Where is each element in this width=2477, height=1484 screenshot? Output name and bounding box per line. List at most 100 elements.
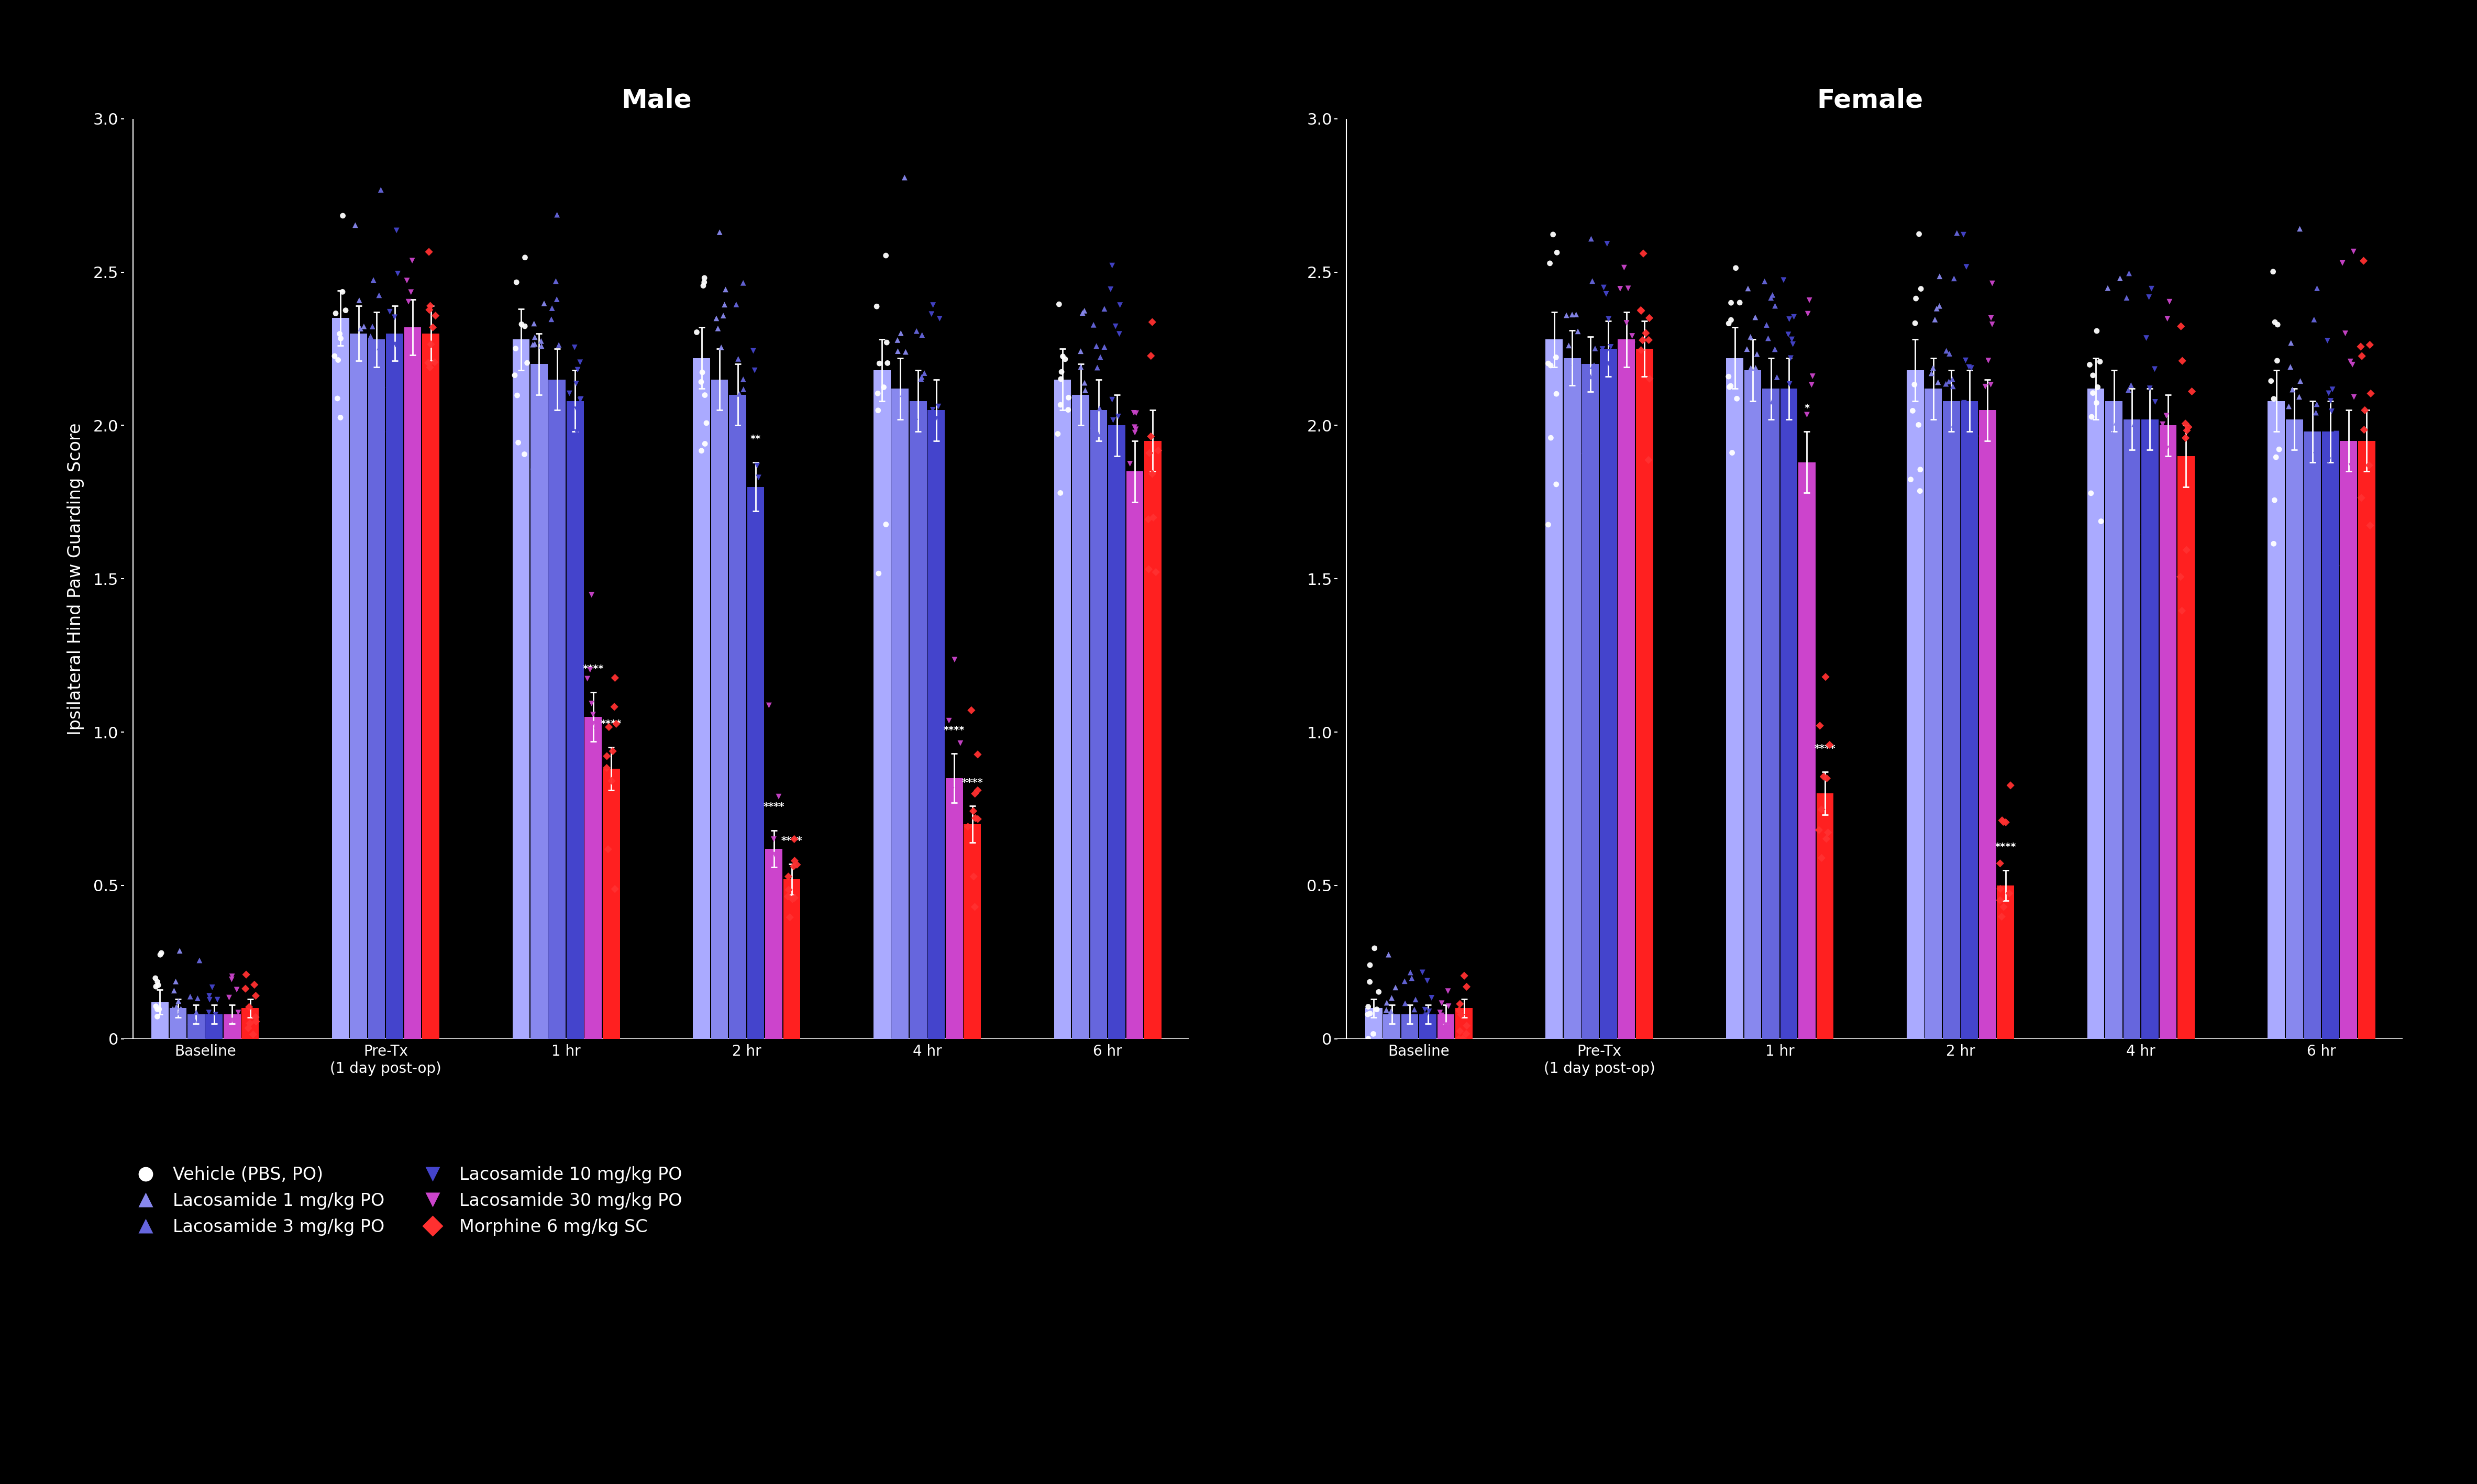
Point (1347, 1027, 1387, 1051)
Point (1917, 371, 1957, 395)
Bar (728, 395, 746, 1039)
Point (1117, 417, 1157, 441)
Point (225, 963, 265, 987)
Point (699, 432, 738, 456)
Point (2289, 473, 2328, 497)
Point (1630, 448, 1669, 472)
Point (753, 827, 793, 850)
Point (1407, 1027, 1447, 1051)
Point (550, 381, 590, 405)
Point (1967, 487, 2006, 510)
Point (1600, 278, 1640, 301)
Point (1548, 352, 1588, 375)
Point (1573, 355, 1613, 378)
Point (411, 294, 451, 318)
Point (1709, 312, 1749, 335)
Point (560, 387, 599, 411)
Point (342, 396, 381, 420)
Point (2135, 445, 2175, 469)
Point (1137, 559, 1177, 583)
Point (1803, 764, 1843, 788)
Point (173, 1008, 213, 1031)
Point (1533, 223, 1573, 246)
Point (533, 297, 572, 321)
Bar (2341, 441, 2358, 1039)
Point (2294, 307, 2333, 331)
Point (196, 1018, 235, 1042)
Point (2254, 488, 2294, 512)
Point (2341, 335, 2380, 359)
Bar (1744, 370, 1761, 1039)
Point (1134, 506, 1174, 530)
Point (1717, 387, 1756, 411)
Point (1553, 303, 1593, 326)
Point (755, 867, 795, 890)
Bar (585, 717, 602, 1039)
Point (882, 383, 921, 407)
Point (230, 996, 270, 1020)
Point (1112, 505, 1152, 528)
Point (188, 984, 228, 1008)
Point (775, 849, 815, 873)
Point (1427, 1014, 1466, 1037)
Point (1575, 337, 1615, 361)
Point (1788, 288, 1828, 312)
Point (540, 332, 580, 356)
Point (696, 307, 736, 331)
Point (344, 315, 384, 338)
Point (1600, 346, 1640, 370)
Point (188, 1024, 228, 1048)
Point (2100, 267, 2140, 291)
Bar (1055, 380, 1070, 1039)
Point (416, 350, 456, 374)
Point (2271, 331, 2311, 355)
Point (1947, 349, 1987, 372)
Point (2130, 521, 2170, 545)
Point (768, 884, 808, 908)
Point (1935, 413, 1974, 436)
Point (213, 965, 253, 988)
Point (959, 742, 998, 766)
Point (1987, 810, 2026, 834)
Point (1407, 969, 1447, 993)
Point (1040, 367, 1080, 390)
Point (1736, 306, 1776, 329)
Title: Female: Female (1818, 88, 1922, 113)
Point (1927, 396, 1967, 420)
Point (1588, 340, 1627, 364)
Point (538, 466, 577, 490)
Bar (1437, 1014, 1454, 1039)
Point (1043, 361, 1082, 384)
Point (389, 352, 429, 375)
Point (731, 512, 770, 536)
Point (339, 288, 379, 312)
Text: ****: **** (1994, 841, 2016, 852)
Point (2259, 313, 2299, 337)
Bar (711, 380, 728, 1039)
Point (1972, 404, 2011, 427)
Point (773, 887, 812, 911)
Point (1372, 985, 1412, 1009)
Point (562, 387, 602, 411)
Point (1110, 510, 1149, 534)
Point (2108, 378, 2148, 402)
Point (954, 865, 993, 889)
Point (1556, 396, 1595, 420)
Point (2165, 426, 2205, 450)
Point (1548, 334, 1588, 358)
Point (1756, 294, 1796, 318)
Point (1095, 315, 1134, 338)
Point (860, 352, 899, 375)
Point (1895, 286, 1935, 310)
Point (1556, 456, 1595, 479)
Point (1404, 1005, 1444, 1028)
Point (1575, 353, 1615, 377)
Bar (547, 380, 565, 1039)
Point (1992, 773, 2031, 797)
Point (141, 941, 181, 965)
Point (391, 249, 431, 273)
Point (1040, 393, 1080, 417)
Point (2148, 436, 2187, 460)
Point (2314, 377, 2353, 401)
Point (1347, 994, 1387, 1018)
